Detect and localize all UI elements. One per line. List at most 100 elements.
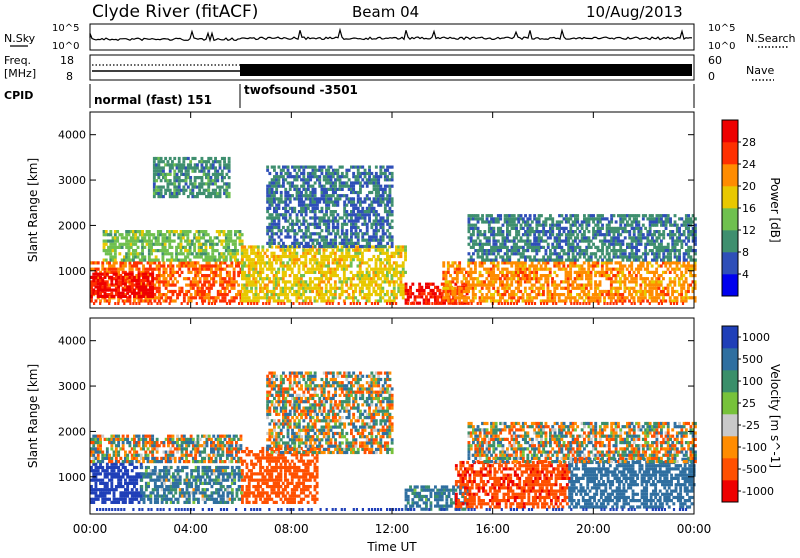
- heatmap-cell: [302, 169, 305, 172]
- heatmap-cell: [474, 240, 477, 243]
- heatmap-cell: [414, 299, 417, 302]
- heatmap-cell: [318, 232, 321, 235]
- heatmap-cell: [359, 264, 362, 267]
- heatmap-cell: [515, 224, 518, 227]
- heatmap-cell: [449, 274, 452, 277]
- heatmap-cell: [384, 232, 387, 235]
- heatmap-cell: [271, 235, 274, 238]
- heatmap-cell: [327, 258, 330, 261]
- heatmap-cell: [105, 259, 108, 262]
- heatmap-cell: [171, 255, 174, 258]
- heatmap-cell: [481, 217, 484, 220]
- heatmap-cell: [357, 235, 360, 238]
- heatmap-cell: [208, 293, 211, 296]
- heatmap-cell: [101, 279, 104, 282]
- heatmap-cell: [626, 277, 629, 280]
- heatmap-cell: [479, 230, 482, 233]
- heatmap-cell: [300, 296, 303, 299]
- heatmap-cell: [386, 277, 389, 280]
- heatmap-cell: [228, 176, 231, 179]
- heatmap-cell: [314, 188, 317, 191]
- heatmap-cell: [162, 160, 165, 163]
- heatmap-cell: [563, 249, 566, 252]
- heatmap-cell: [191, 240, 194, 243]
- heatmap-cell: [447, 299, 450, 302]
- heatmap-cell: [554, 249, 557, 252]
- heatmap-cell: [483, 233, 486, 236]
- heatmap-cell: [142, 295, 145, 298]
- heatmap-cell: [221, 170, 224, 173]
- heatmap-cell: [588, 230, 591, 233]
- heatmap-cell: [234, 255, 237, 258]
- heatmap-cell: [255, 287, 258, 290]
- heatmap-cell: [230, 264, 233, 267]
- heatmap-cell: [574, 296, 577, 299]
- heatmap-cell: [219, 274, 222, 277]
- heatmap-cell: [151, 295, 154, 298]
- heatmap-cell: [391, 172, 394, 175]
- heatmap-cell: [400, 255, 403, 258]
- heatmap-cell: [576, 214, 579, 217]
- heatmap-cell: [501, 271, 504, 274]
- heatmap-cell: [200, 255, 203, 258]
- heatmap-cell: [266, 287, 269, 290]
- heatmap-cell: [492, 293, 495, 296]
- heatmap-cell: [334, 296, 337, 299]
- heatmap-cell: [182, 163, 185, 166]
- heatmap-cell: [165, 271, 168, 274]
- heatmap-cell: [642, 261, 645, 264]
- heatmap-cell: [345, 229, 348, 232]
- heatmap-cell: [497, 264, 500, 267]
- heatmap-cell: [171, 166, 174, 169]
- heatmap-cell: [501, 280, 504, 283]
- heatmap-cell: [282, 277, 285, 280]
- heatmap-cell: [420, 295, 423, 298]
- heatmap-cell: [361, 185, 364, 188]
- heatmap-cell: [513, 290, 516, 293]
- heatmap-cell: [277, 296, 280, 299]
- heatmap-cell: [228, 160, 231, 163]
- heatmap-cell: [535, 274, 538, 277]
- heatmap-cell: [339, 197, 342, 200]
- heatmap-cell: [341, 249, 344, 252]
- heatmap-cell: [578, 293, 581, 296]
- heatmap-cell: [359, 197, 362, 200]
- heatmap-cell: [325, 287, 328, 290]
- heatmap-cell: [168, 236, 171, 239]
- heatmap-cell: [610, 217, 613, 220]
- heatmap-cell: [594, 252, 597, 255]
- heatmap-cell: [182, 236, 185, 239]
- heatmap-cell: [122, 292, 125, 295]
- heatmap-cell: [574, 224, 577, 227]
- heatmap-cell: [608, 224, 611, 227]
- heatmap-cell: [165, 293, 168, 296]
- heatmap-cell: [382, 223, 385, 226]
- heatmap-cell: [370, 293, 373, 296]
- heatmap-cell: [492, 227, 495, 230]
- heatmap-cell: [350, 287, 353, 290]
- heatmap-cell: [143, 246, 146, 249]
- heatmap-cell: [676, 290, 679, 293]
- heatmap-cell: [583, 255, 586, 258]
- heatmap-cell: [216, 179, 219, 182]
- heatmap-cell: [209, 236, 212, 239]
- heatmap-cell: [162, 166, 165, 169]
- heatmap-cell: [277, 268, 280, 271]
- heatmap-cell: [405, 283, 408, 286]
- heatmap-cell: [389, 188, 392, 191]
- heatmap-cell: [635, 277, 638, 280]
- heatmap-cell: [164, 246, 167, 249]
- heatmap-cell: [268, 258, 271, 261]
- heatmap-cell: [332, 194, 335, 197]
- heatmap-cell: [538, 290, 541, 293]
- heatmap-cell: [298, 245, 301, 248]
- heatmap-cell: [531, 220, 534, 223]
- heatmap-cell: [212, 284, 215, 287]
- heatmap-cell: [341, 245, 344, 248]
- heatmap-cell: [558, 243, 561, 246]
- heatmap-cell: [481, 255, 484, 258]
- heatmap-cell: [219, 166, 222, 169]
- heatmap-cell: [158, 277, 161, 280]
- heatmap-cell: [309, 252, 312, 255]
- heatmap-cell: [359, 188, 362, 191]
